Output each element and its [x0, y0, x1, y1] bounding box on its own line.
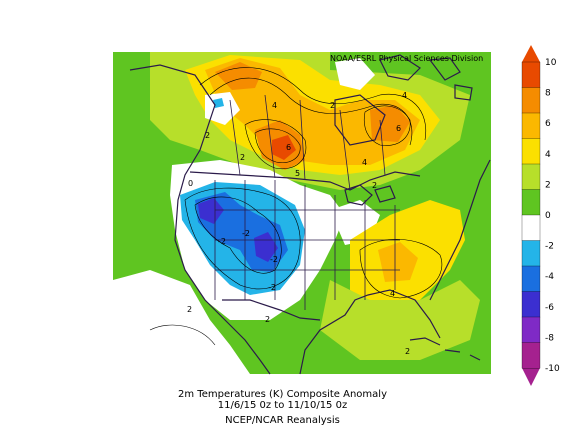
- colorbar-swatch: [521, 189, 541, 216]
- contour-line: [194, 196, 282, 274]
- political-boundaries: [129, 54, 491, 375]
- contour-label: -2: [242, 229, 250, 238]
- contour-line: [209, 77, 413, 146]
- contour-line: [363, 105, 411, 146]
- anomaly-region-white-southwest: [113, 270, 250, 374]
- contour-line: [184, 187, 301, 290]
- colorbar-swatch: [521, 61, 541, 88]
- anomaly-region-orange-east: [370, 105, 410, 142]
- great-lakes: [344, 184, 396, 206]
- anomaly-region-cyan-alaska: [213, 98, 224, 108]
- contour-label: 5: [295, 169, 300, 178]
- colorbar-swatch: [521, 265, 541, 292]
- contour-line: [254, 128, 301, 163]
- colorbar-tick-label: -10: [545, 364, 560, 374]
- colorbar-swatch: [521, 112, 541, 139]
- contour-line: [359, 239, 443, 299]
- colorbar-swatch: [521, 316, 541, 343]
- hudson-bay: [334, 94, 386, 146]
- contour-label: 4: [362, 158, 367, 167]
- colorbar-top-arrow: [522, 45, 540, 62]
- contour-label: 2: [405, 347, 410, 356]
- contour-label: -2: [268, 283, 276, 292]
- contour-label: 6: [286, 143, 291, 152]
- arctic-islands: [379, 54, 473, 101]
- credit-label: NOAA/ESRL Physical Sciences Division: [330, 54, 484, 63]
- contour-line: [199, 67, 427, 141]
- anomaly-region-white-arctic: [335, 58, 375, 90]
- contour-label: -2: [270, 255, 278, 264]
- anomaly-region-light-green-south: [320, 280, 480, 360]
- contour-line: [149, 324, 216, 346]
- contour-label: 2: [205, 131, 210, 140]
- colorbar-tick-label: 2: [545, 180, 551, 190]
- colorbar-tick-label: 6: [545, 119, 551, 129]
- colorbar-swatch: [521, 163, 541, 190]
- colorbar-swatch: [521, 291, 541, 318]
- colorbar-tick-label: 4: [545, 150, 551, 160]
- colorbar-bottom-arrow: [522, 368, 540, 386]
- us-canada-border: [189, 171, 421, 191]
- canada-province-lines: [229, 94, 386, 191]
- contour-label: 2: [265, 315, 270, 324]
- north-america-coastline: [129, 64, 491, 375]
- contour-label: 2: [240, 153, 245, 162]
- anomaly-region-red-prairie: [272, 135, 296, 160]
- colorbar-swatch: [521, 342, 541, 369]
- anomaly-region-gold-southeast: [378, 242, 418, 282]
- contour-label: 4: [402, 91, 407, 100]
- colorbar-tick-label: 8: [545, 89, 551, 99]
- contour-label: 4: [390, 289, 395, 298]
- anomaly-region-purple-rockies: [254, 232, 278, 262]
- colorbar-swatch: [521, 240, 541, 267]
- caribbean-islands: [409, 337, 481, 361]
- colorbar-tick-label: -4: [545, 272, 554, 282]
- us-mexico-border: [222, 299, 321, 321]
- contour-label: 6: [396, 124, 401, 133]
- contour-label: 2: [187, 305, 192, 314]
- contour-label: 2: [330, 101, 335, 110]
- contour-label: 4: [272, 101, 277, 110]
- contour-line: [244, 119, 307, 170]
- colorbar-tick-label: -8: [545, 333, 554, 343]
- contour-labels: 4 2 4 6 2 6 4 2 5 2 -2 -2 -2 -2 2 2 4 2 …: [187, 91, 410, 356]
- contour-lines: [149, 67, 443, 346]
- colorbar-swatch: [521, 138, 541, 165]
- contour-label: 0: [188, 179, 193, 188]
- colorbar-swatch: [521, 214, 541, 241]
- colorbar-tick-label: 0: [545, 211, 551, 221]
- colorbar-tick-label: -6: [545, 303, 554, 313]
- colorbar-tick-label: -2: [545, 242, 554, 252]
- contour-label: 2: [372, 181, 377, 190]
- colorbar-tick-label: 10: [545, 58, 557, 68]
- colorbar-swatch: [521, 87, 541, 114]
- caption-dates: 11/6/15 0z to 11/10/15 0z: [217, 400, 348, 411]
- anomaly-region-purple-northwest: [198, 198, 224, 224]
- contour-label: -2: [218, 237, 226, 246]
- colorbar: 10 8 6 4 2 0 -2 -4 -6 -8 -10: [521, 45, 560, 386]
- caption-title: 2m Temperatures (K) Composite Anomaly: [178, 389, 387, 400]
- us-state-lines: [214, 180, 400, 310]
- caption-source: NCEP/NCAR Reanalysis: [225, 415, 340, 426]
